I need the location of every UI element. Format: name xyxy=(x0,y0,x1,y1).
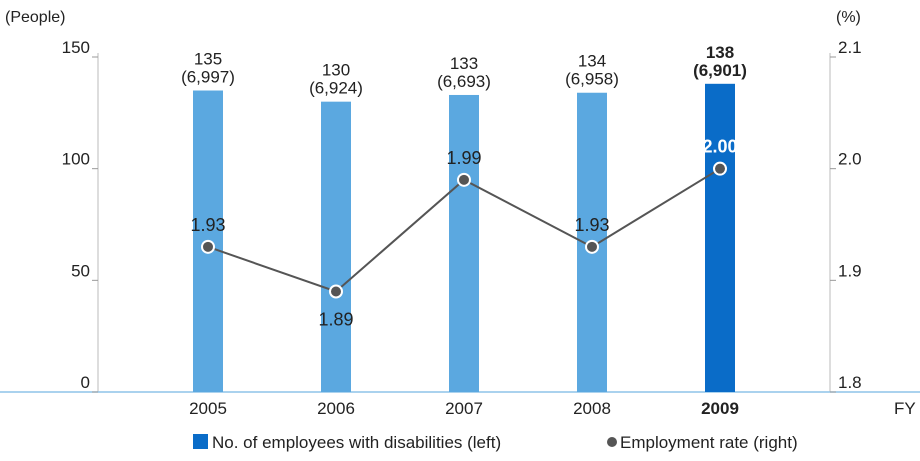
rate-value-label: 1.89 xyxy=(318,310,353,330)
rate-point xyxy=(585,239,599,254)
left-tick-label: 0 xyxy=(81,373,90,392)
bar-sub-label: (6,997) xyxy=(181,68,235,87)
left-tick-label: 100 xyxy=(62,150,90,169)
rate-value-label: 2.00 xyxy=(702,137,737,157)
x-tick-label: 2007 xyxy=(445,399,483,418)
bar-2007 xyxy=(449,94,479,392)
x-axis-title: FY xyxy=(894,399,916,418)
bar-sub-label: (6,901) xyxy=(693,61,747,80)
right-tick-label: 2.1 xyxy=(838,38,862,57)
left-tick-label: 50 xyxy=(71,261,90,280)
bar-sub-label: (6,924) xyxy=(309,79,363,98)
bar-2006 xyxy=(321,101,351,393)
rate-point xyxy=(457,172,471,187)
rate-point xyxy=(713,161,727,176)
left-tick-label: 150 xyxy=(62,38,90,57)
right-tick-label: 1.8 xyxy=(838,373,862,392)
bar-value-label: 138 xyxy=(706,43,734,62)
rate-value-label: 1.99 xyxy=(446,148,481,168)
right-axis-title: (%) xyxy=(836,9,861,26)
x-tick-label: 2005 xyxy=(189,399,227,418)
right-tick-label: 2.0 xyxy=(838,150,862,169)
bar-2009 xyxy=(705,83,735,393)
legend-line-label: Employment rate (right) xyxy=(620,433,798,452)
rate-value-label: 1.93 xyxy=(190,215,225,235)
rate-point xyxy=(329,284,343,299)
x-tick-label: 2009 xyxy=(701,399,739,418)
bar-value-label: 134 xyxy=(578,52,606,71)
bar-sub-label: (6,693) xyxy=(437,72,491,91)
bar-value-label: 130 xyxy=(322,61,350,80)
legend-bar-swatch xyxy=(193,434,208,449)
x-tick-label: 2008 xyxy=(573,399,611,418)
left-axis-title: (People) xyxy=(5,9,65,26)
legend-bar-label: No. of employees with disabilities (left… xyxy=(212,433,501,452)
bar-sub-label: (6,958) xyxy=(565,70,619,89)
x-tick-label: 2006 xyxy=(317,399,355,418)
bar-value-label: 133 xyxy=(450,54,478,73)
rate-value-label: 1.93 xyxy=(574,215,609,235)
bar-value-label: 135 xyxy=(194,50,222,69)
legend-line-marker xyxy=(607,437,617,447)
rate-point xyxy=(201,239,215,254)
right-tick-label: 1.9 xyxy=(838,261,862,280)
